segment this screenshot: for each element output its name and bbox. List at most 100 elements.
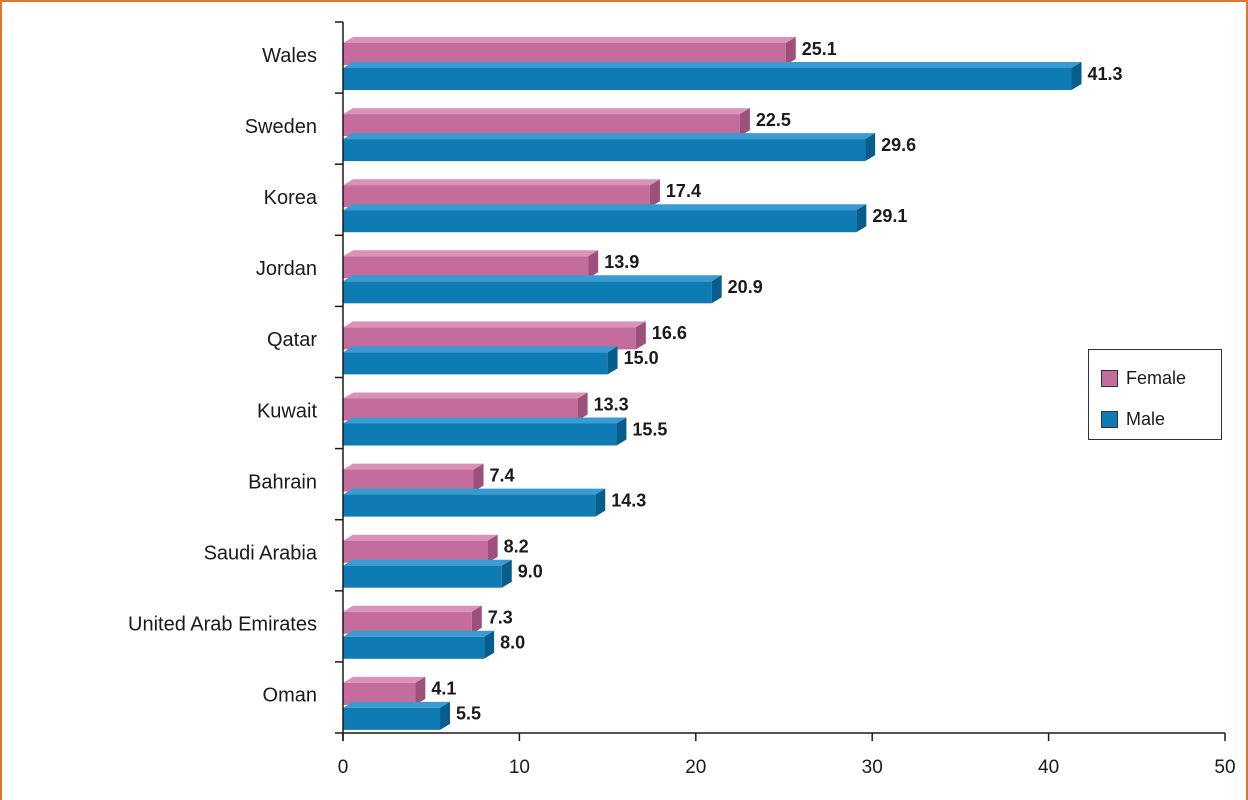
legend-item-female: Female xyxy=(1101,368,1186,389)
bar-female xyxy=(343,676,426,705)
bar-front-face xyxy=(343,611,472,634)
bar-top-face xyxy=(343,133,876,140)
category-label: Jordan xyxy=(256,258,317,280)
data-label-female: 25.1 xyxy=(802,39,837,59)
x-tick-label: 50 xyxy=(1214,757,1235,778)
bar-female xyxy=(343,321,646,350)
bar-male xyxy=(343,488,606,517)
bar-male xyxy=(343,133,876,162)
bar-top-face xyxy=(343,676,426,683)
bar-front-face xyxy=(343,469,474,492)
data-label-female: 17.4 xyxy=(666,181,701,201)
bar-side-face xyxy=(785,37,796,65)
x-tick-label: 30 xyxy=(862,757,883,778)
bar-side-face xyxy=(649,179,660,208)
bar-top-face xyxy=(343,701,451,708)
bar-front-face xyxy=(343,682,416,705)
data-label-male: 41.3 xyxy=(1088,64,1123,84)
bar-side-face xyxy=(473,463,484,492)
data-label-female: 13.9 xyxy=(604,252,639,272)
bar-top-face xyxy=(343,463,484,470)
bar-top-face xyxy=(343,204,867,211)
data-label-male: 14.3 xyxy=(611,490,646,510)
x-tick-label: 0 xyxy=(338,757,349,778)
bar-side-face xyxy=(487,534,498,563)
bar-front-face xyxy=(343,327,636,350)
bar-male xyxy=(343,346,618,375)
bar-top-face xyxy=(343,630,495,637)
bar-top-face xyxy=(343,250,599,257)
data-label-female: 4.1 xyxy=(431,679,456,699)
legend-item-male: Male xyxy=(1101,409,1165,430)
x-tick-label: 10 xyxy=(509,757,530,778)
bar-side-face xyxy=(607,346,618,375)
bar-top-face xyxy=(343,559,512,566)
data-label-male: 9.0 xyxy=(518,561,543,581)
bar-side-face xyxy=(471,605,482,634)
bar-female xyxy=(343,250,599,279)
data-label-male: 15.5 xyxy=(632,419,667,439)
category-label: Korea xyxy=(264,187,318,209)
bar-male xyxy=(343,204,867,233)
bar-top-face xyxy=(343,346,618,353)
legend-swatch-female xyxy=(1101,370,1118,387)
bar-front-face xyxy=(343,423,617,446)
bar-female xyxy=(343,179,660,208)
bar-front-face xyxy=(343,185,650,208)
bar-side-face xyxy=(484,630,495,659)
bar-male xyxy=(343,62,1082,90)
bar-front-face xyxy=(343,281,712,304)
bar-front-face xyxy=(343,114,740,137)
bar-top-face xyxy=(343,62,1082,68)
bar-front-face xyxy=(343,565,502,588)
bar-male xyxy=(343,417,627,446)
bar-male xyxy=(343,559,512,588)
bar-front-face xyxy=(343,139,866,162)
bar-front-face xyxy=(343,43,786,65)
data-label-female: 22.5 xyxy=(756,110,791,130)
category-label: Sweden xyxy=(245,116,317,138)
bar-front-face xyxy=(343,398,578,421)
bar-side-face xyxy=(588,250,599,279)
category-label: Qatar xyxy=(267,329,317,351)
bar-female xyxy=(343,392,588,421)
bar-top-face xyxy=(343,417,627,424)
bar-side-face xyxy=(616,417,627,446)
bar-front-face xyxy=(343,540,488,563)
bar-top-face xyxy=(343,37,796,43)
bar-male xyxy=(343,275,722,304)
category-label: United Arab Emirates xyxy=(128,614,317,636)
bar-side-face xyxy=(595,488,606,517)
bar-female xyxy=(343,605,482,634)
data-label-female: 8.2 xyxy=(504,536,529,556)
bar-side-face xyxy=(415,676,426,705)
bar-side-face xyxy=(1071,62,1082,90)
bar-side-face xyxy=(440,701,451,730)
data-label-male: 29.1 xyxy=(872,206,907,226)
bars-layer xyxy=(343,37,1082,730)
bar-top-face xyxy=(343,488,606,495)
data-label-male: 5.5 xyxy=(456,704,481,724)
bar-top-face xyxy=(343,275,722,282)
bar-front-face xyxy=(343,494,596,517)
bar-male xyxy=(343,630,495,659)
x-tick-label: 40 xyxy=(1038,757,1059,778)
bar-front-face xyxy=(343,352,608,375)
category-label: Saudi Arabia xyxy=(204,543,318,565)
axes-layer xyxy=(335,21,1226,741)
legend-swatch-male xyxy=(1101,411,1118,428)
bar-female xyxy=(343,108,750,137)
data-label-male: 29.6 xyxy=(881,135,916,155)
bar-side-face xyxy=(865,133,876,162)
data-label-female: 13.3 xyxy=(594,394,629,414)
legend-label-female: Female xyxy=(1126,368,1187,388)
data-label-male: 8.0 xyxy=(500,633,525,653)
bar-top-face xyxy=(343,179,660,186)
bar-top-face xyxy=(343,534,498,541)
bar-top-face xyxy=(343,605,482,612)
bar-top-face xyxy=(343,321,646,328)
labels-layer: 25.1 41.3 Wales 22.5 29.6 Sweden 17.4 29.1 Korea… xyxy=(128,39,1236,778)
bar-front-face xyxy=(343,636,485,659)
bar-side-face xyxy=(711,275,722,304)
